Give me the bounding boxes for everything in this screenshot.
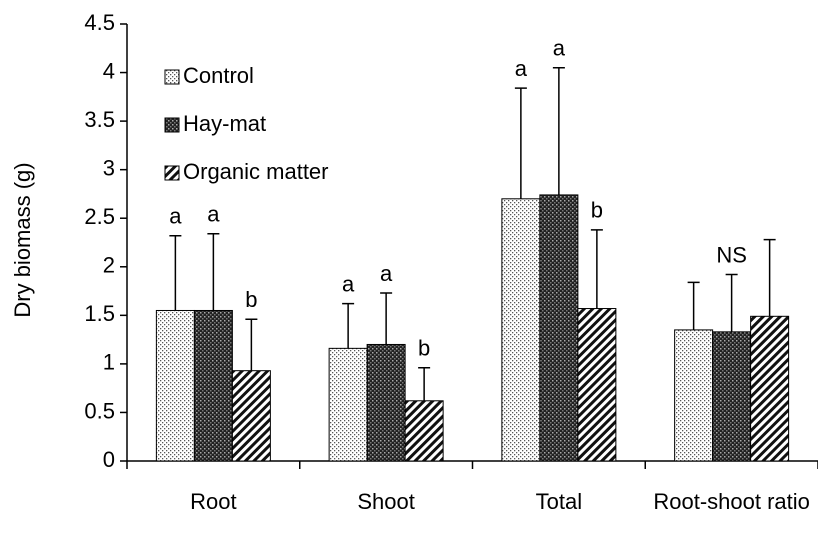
significance-label: a xyxy=(207,202,220,227)
y-tick-label: 0 xyxy=(103,447,115,472)
legend-label: Control xyxy=(183,63,254,88)
significance-label: a xyxy=(169,204,182,229)
significance-label: a xyxy=(553,36,566,61)
legend-swatch xyxy=(164,165,180,181)
significance-label: NS xyxy=(716,242,747,267)
error-bar xyxy=(687,281,700,330)
y-tick-label: 2 xyxy=(103,253,115,278)
x-tick-label: Total xyxy=(536,489,582,514)
bar xyxy=(366,343,406,462)
x-tick-label: Root xyxy=(190,489,236,514)
bar xyxy=(328,347,368,462)
x-tick-label: Shoot xyxy=(357,489,415,514)
y-tick-label: 2.5 xyxy=(84,204,115,229)
bar xyxy=(674,329,714,462)
error-bar xyxy=(514,87,527,199)
x-tick-label: Root-shoot ratio xyxy=(653,489,810,514)
error-bar xyxy=(342,302,355,349)
bar xyxy=(155,309,195,462)
significance-label: a xyxy=(515,56,528,81)
error-bar xyxy=(763,238,776,317)
bar xyxy=(404,400,444,462)
legend-label: Organic matter xyxy=(183,159,329,184)
error-bar xyxy=(245,318,258,371)
error-bar xyxy=(380,292,393,345)
significance-label: b xyxy=(591,198,603,223)
legend-label: Hay-mat xyxy=(183,111,266,136)
significance-label: b xyxy=(418,336,430,361)
bar xyxy=(231,370,271,462)
y-tick-label: 3.5 xyxy=(84,107,115,132)
y-tick-label: 1.5 xyxy=(84,301,115,326)
error-bar xyxy=(207,233,220,311)
bar xyxy=(577,308,617,462)
y-axis-label: Dry biomass (g) xyxy=(10,162,35,317)
error-bar xyxy=(725,273,738,332)
bar xyxy=(712,331,752,462)
y-tick-label: 4.5 xyxy=(84,10,115,35)
error-bar xyxy=(169,234,182,311)
error-bar xyxy=(552,66,565,195)
bar xyxy=(539,194,579,462)
error-bar xyxy=(418,367,431,401)
y-tick-label: 1 xyxy=(103,350,115,375)
y-tick-label: 3 xyxy=(103,155,115,180)
significance-label: a xyxy=(342,271,355,296)
bar xyxy=(193,309,233,462)
error-bar xyxy=(590,229,603,309)
legend-swatch xyxy=(164,69,180,85)
y-tick-label: 4 xyxy=(103,58,115,83)
significance-label: a xyxy=(380,261,393,286)
bar xyxy=(750,315,790,462)
bar xyxy=(501,198,541,462)
significance-label: b xyxy=(245,287,257,312)
legend-swatch xyxy=(164,117,180,133)
y-tick-label: 0.5 xyxy=(84,398,115,423)
